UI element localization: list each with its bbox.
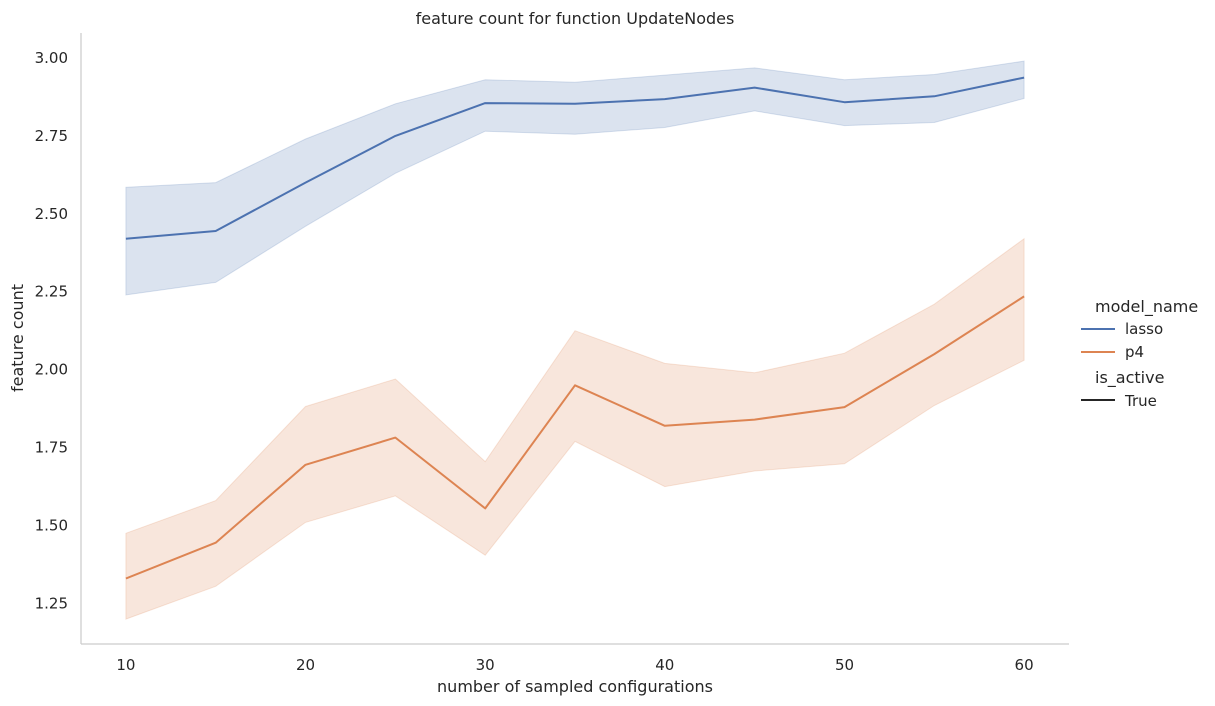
plot-area (124, 60, 1026, 620)
point-p4-40 (663, 424, 667, 428)
legend: model_name lasso p4 is_active True (1081, 297, 1198, 410)
point-lasso-55 (932, 94, 936, 98)
x-tick-label: 40 (655, 656, 674, 674)
point-p4-50 (843, 405, 847, 409)
y-tick-label: 1.25 (35, 595, 68, 613)
y-tick-label: 2.75 (35, 127, 68, 145)
x-tick-label: 50 (835, 656, 854, 674)
point-lasso-40 (663, 97, 667, 101)
y-tick-label: 2.00 (35, 361, 68, 379)
x-tick-label: 20 (296, 656, 315, 674)
point-lasso-45 (753, 86, 757, 90)
point-p4-60 (1022, 294, 1026, 298)
x-tick-label: 60 (1015, 656, 1034, 674)
point-lasso-20 (304, 181, 308, 185)
y-tick-label: 3.00 (35, 49, 68, 67)
legend-label-p4: p4 (1125, 343, 1144, 361)
legend-hue-title: model_name (1095, 297, 1198, 317)
x-tick-labels: 10 20 30 40 50 60 (116, 656, 1033, 674)
ci-band-lasso (125, 60, 1025, 296)
series-line-p4 (125, 295, 1025, 580)
point-p4-25 (393, 436, 397, 440)
chart-title: feature count for function UpdateNodes (416, 9, 735, 28)
series-lines (124, 76, 1026, 581)
point-p4-15 (214, 541, 218, 545)
point-lasso-10 (124, 237, 128, 241)
legend-label-lasso: lasso (1125, 320, 1163, 338)
point-p4-30 (483, 506, 487, 510)
confidence-bands (125, 60, 1025, 620)
y-tick-label: 1.75 (35, 439, 68, 457)
series-line-lasso (125, 76, 1025, 240)
point-lasso-50 (843, 100, 847, 104)
y-tick-label: 2.25 (35, 283, 68, 301)
point-p4-35 (573, 383, 577, 387)
point-lasso-25 (393, 134, 397, 138)
point-lasso-30 (483, 101, 487, 105)
y-tick-label: 1.50 (35, 517, 68, 535)
y-tick-label: 2.50 (35, 205, 68, 223)
point-lasso-35 (573, 102, 577, 106)
point-p4-55 (932, 352, 936, 356)
point-lasso-60 (1022, 76, 1026, 80)
x-tick-label: 10 (116, 656, 135, 674)
x-axis-label: number of sampled configurations (437, 677, 713, 696)
y-axis-label: feature count (8, 284, 27, 392)
legend-label-true: True (1124, 392, 1157, 410)
y-tick-labels: 1.25 1.50 1.75 2.00 2.25 2.50 2.75 3.00 (35, 49, 68, 613)
point-p4-45 (753, 418, 757, 422)
ci-band-p4 (125, 237, 1025, 620)
point-lasso-15 (214, 229, 218, 233)
point-p4-20 (304, 463, 308, 467)
point-p4-10 (124, 577, 128, 581)
legend-style-title: is_active (1095, 368, 1164, 388)
x-tick-label: 30 (476, 656, 495, 674)
